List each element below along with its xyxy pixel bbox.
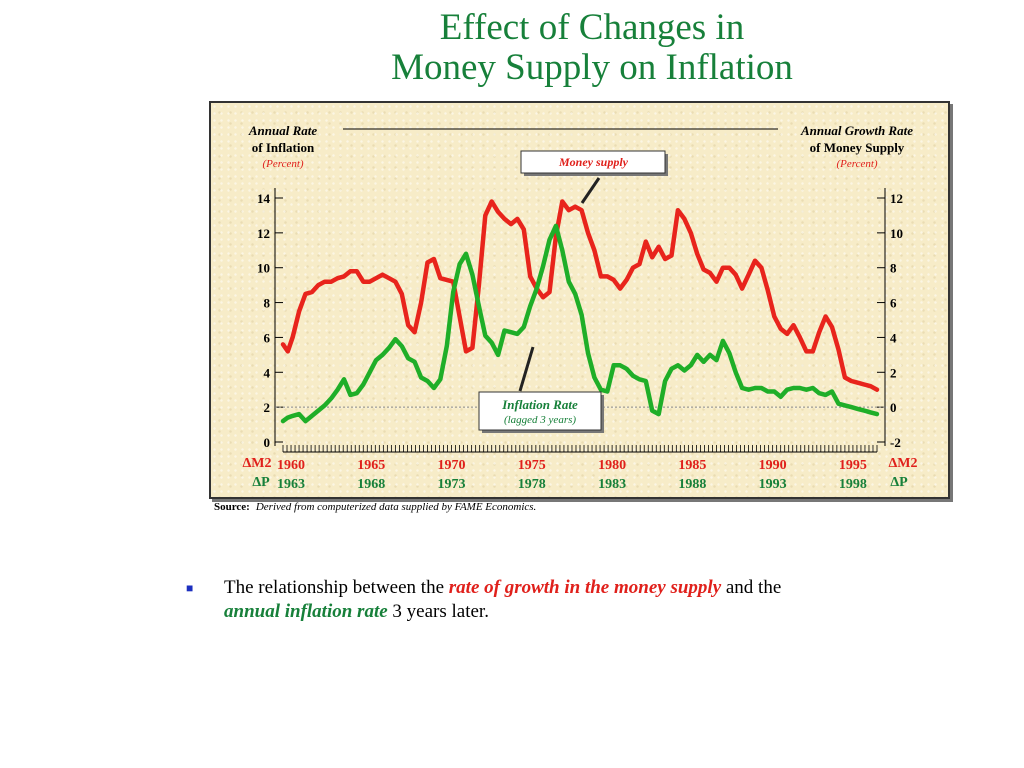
right-axis-label-line2: of Money Supply xyxy=(810,140,905,155)
left-tick-label-10: 10 xyxy=(257,261,270,276)
money-supply-callout-text: Money supply xyxy=(558,155,629,169)
x-tick-label-bottom-1968: 1968 xyxy=(357,477,385,492)
source-text: Derived from computerized data supplied … xyxy=(255,501,537,513)
right-tick-label-12: 12 xyxy=(890,191,903,206)
square-bullet-icon: ■ xyxy=(186,581,194,595)
right-tick-label-10: 10 xyxy=(890,226,903,241)
bullet-part1: The relationship between the xyxy=(224,577,449,598)
chart-panel: Annual Rate of Inflation (Percent) Annua… xyxy=(209,101,950,499)
left-tick-label-12: 12 xyxy=(257,226,270,241)
inflation-callout: Inflation Rate (lagged 3 years) xyxy=(478,391,604,433)
right-tick-label-6: 6 xyxy=(890,296,897,311)
x-tick-label-top-1990: 1990 xyxy=(759,458,787,473)
right-tick-label-0: 0 xyxy=(890,400,897,415)
inflation-rate-line xyxy=(280,223,880,424)
title-line-2: Money Supply on Inflation xyxy=(391,47,793,88)
x-tick-label-top-1975: 1975 xyxy=(518,458,546,473)
bullet-part2: and the xyxy=(721,577,782,598)
left-axis-label-line3: (Percent) xyxy=(262,158,303,170)
left-axis-label-line1: Annual Rate xyxy=(248,123,318,138)
left-tick-label-0: 0 xyxy=(264,435,271,450)
slide-title: Effect of Changes in Money Supply on Inf… xyxy=(0,8,1024,88)
right-axis-label-line3: (Percent) xyxy=(836,158,877,170)
right-tick-label-8: 8 xyxy=(890,261,897,276)
left-tick-label-8: 8 xyxy=(264,296,271,311)
x-tick-label-top-1980: 1980 xyxy=(598,458,626,473)
x-tick-label-top-1985: 1985 xyxy=(678,458,706,473)
left-row-label-bottom: ΔP xyxy=(252,475,270,490)
right-tick-label--2: -2 xyxy=(890,435,901,450)
title-line-1: Effect of Changes in xyxy=(439,7,745,48)
x-tick-label-bottom-1983: 1983 xyxy=(598,477,626,492)
bullet-text: The relationship between the rate of gro… xyxy=(224,576,1006,624)
bullet-emphasis-money: rate of growth in the money supply xyxy=(448,577,722,598)
x-tick-label-bottom-1978: 1978 xyxy=(518,477,546,492)
bullet-emphasis-inflation: annual inflation rate xyxy=(224,601,388,622)
x-tick-label-bottom-1988: 1988 xyxy=(678,477,706,492)
left-row-label-top: ΔM2 xyxy=(243,456,272,471)
bullet-point: ■ The relationship between the rate of g… xyxy=(186,576,1006,624)
inflation-callout-line1: Inflation Rate xyxy=(501,397,578,412)
right-row-label-bottom: ΔP xyxy=(890,475,908,490)
left-tick-label-2: 2 xyxy=(264,400,271,415)
x-tick-label-bottom-1998: 1998 xyxy=(839,477,867,492)
right-tick-label-4: 4 xyxy=(890,330,897,345)
right-axis-label-line1: Annual Growth Rate xyxy=(800,123,913,138)
inflation-pointer xyxy=(518,346,535,392)
source-note: Source: Derived from computerized data su… xyxy=(214,501,536,513)
left-tick-label-14: 14 xyxy=(257,191,271,206)
money-supply-pointer xyxy=(580,177,601,204)
left-tick-label-6: 6 xyxy=(264,330,271,345)
x-tick-label-top-1965: 1965 xyxy=(357,458,385,473)
x-tick-label-bottom-1993: 1993 xyxy=(759,477,787,492)
x-tick-label-top-1970: 1970 xyxy=(438,458,466,473)
right-tick-label-2: 2 xyxy=(890,365,897,380)
chart-svg: Annual Rate of Inflation (Percent) Annua… xyxy=(243,123,918,492)
money-supply-line xyxy=(280,199,880,392)
bullet-part3: 3 years later. xyxy=(387,601,489,622)
x-tick-label-bottom-1963: 1963 xyxy=(277,477,305,492)
right-row-label-top: ΔM2 xyxy=(889,456,918,471)
x-tick-label-top-1960: 1960 xyxy=(277,458,305,473)
money-supply-callout: Money supply xyxy=(520,150,668,176)
left-tick-label-4: 4 xyxy=(264,365,271,380)
x-tick-label-top-1995: 1995 xyxy=(839,458,867,473)
inflation-callout-line2: (lagged 3 years) xyxy=(504,414,576,426)
x-tick-label-bottom-1973: 1973 xyxy=(438,477,466,492)
source-label: Source: xyxy=(214,501,250,513)
left-axis-label-line2: of Inflation xyxy=(252,140,315,155)
